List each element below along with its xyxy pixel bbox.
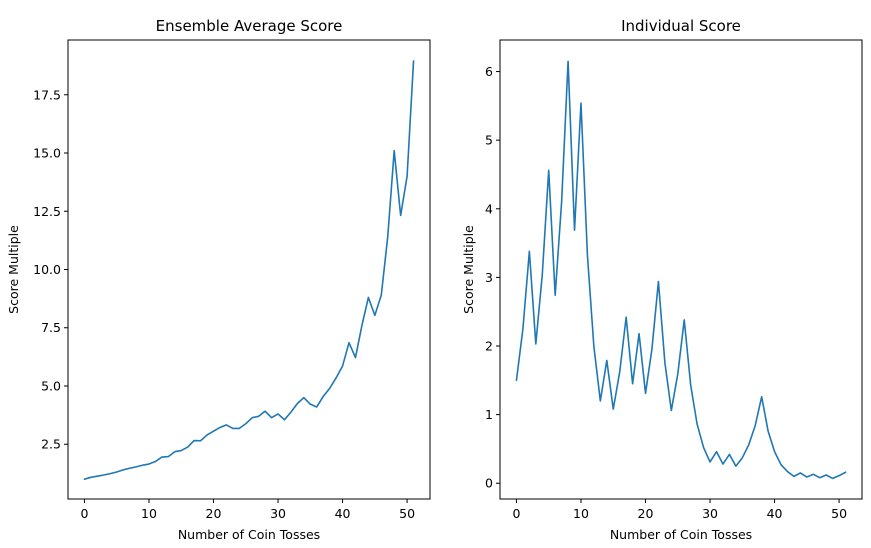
chart-0-x-tick-label: 0 (80, 506, 88, 521)
chart-1-y-tick-label: 6 (485, 64, 493, 79)
chart-1-x-tick-label: 30 (702, 506, 718, 521)
chart-1-y-axis-label: Score Multiple (461, 225, 476, 314)
chart-0-x-tick-label: 30 (270, 506, 286, 521)
chart-0-y-tick-label: 2.5 (41, 437, 61, 452)
chart-0-y-tick-label: 5.0 (41, 378, 61, 393)
chart-0-y-tick-label: 10.0 (33, 262, 61, 277)
chart-1-y-tick-label: 1 (485, 407, 493, 422)
chart-1-title: Individual Score (621, 17, 741, 35)
chart-1-series-line-0 (515, 60, 847, 480)
chart-0-axes-frame (67, 39, 431, 500)
chart-0-y-axis-label: Score Multiple (6, 225, 21, 314)
chart-0-x-axis-label: Number of Coin Tosses (178, 527, 320, 542)
chart-0-x-tick-label: 50 (399, 506, 415, 521)
chart-0-y-tick-label: 12.5 (33, 204, 61, 219)
chart-1-x-tick-label: 10 (573, 506, 589, 521)
chart-1-y-tick-label: 4 (485, 201, 493, 216)
ensemble-average-chart: 0 10 20 30 40 50 2.5 5.0 7.5 10.0 12.5 15.0 17.5 Ense… (6, 17, 431, 542)
chart-0-y-tick-label: 7.5 (41, 320, 61, 335)
chart-0-x-tick-label: 10 (141, 506, 157, 521)
chart-1-x-tick-label: 0 (512, 506, 520, 521)
chart-1-x-tick-label: 40 (767, 506, 783, 521)
individual-score-chart: 0 10 20 30 40 50 0 1 2 3 4 5 6 Individual Score Number… (461, 17, 863, 542)
chart-1-y-tick-label: 2 (485, 339, 493, 354)
chart-1-x-tick-label: 20 (638, 506, 654, 521)
chart-0-series-line-0 (83, 60, 415, 481)
chart-0-y-tick-label: 15.0 (33, 146, 61, 161)
chart-1-x-axis-label: Number of Coin Tosses (610, 527, 752, 542)
chart-1-axes-frame (499, 39, 863, 500)
chart-0-title: Ensemble Average Score (156, 17, 343, 35)
chart-1-y-tick-label: 0 (485, 476, 493, 491)
chart-0-x-tick-label: 40 (335, 506, 351, 521)
chart-1-y-tick-label: 3 (485, 270, 493, 285)
chart-1-x-tick-label: 50 (831, 506, 847, 521)
chart-1-y-tick-label: 5 (485, 133, 493, 148)
chart-0-y-tick-label: 17.5 (33, 87, 61, 102)
chart-0-x-tick-label: 20 (206, 506, 222, 521)
